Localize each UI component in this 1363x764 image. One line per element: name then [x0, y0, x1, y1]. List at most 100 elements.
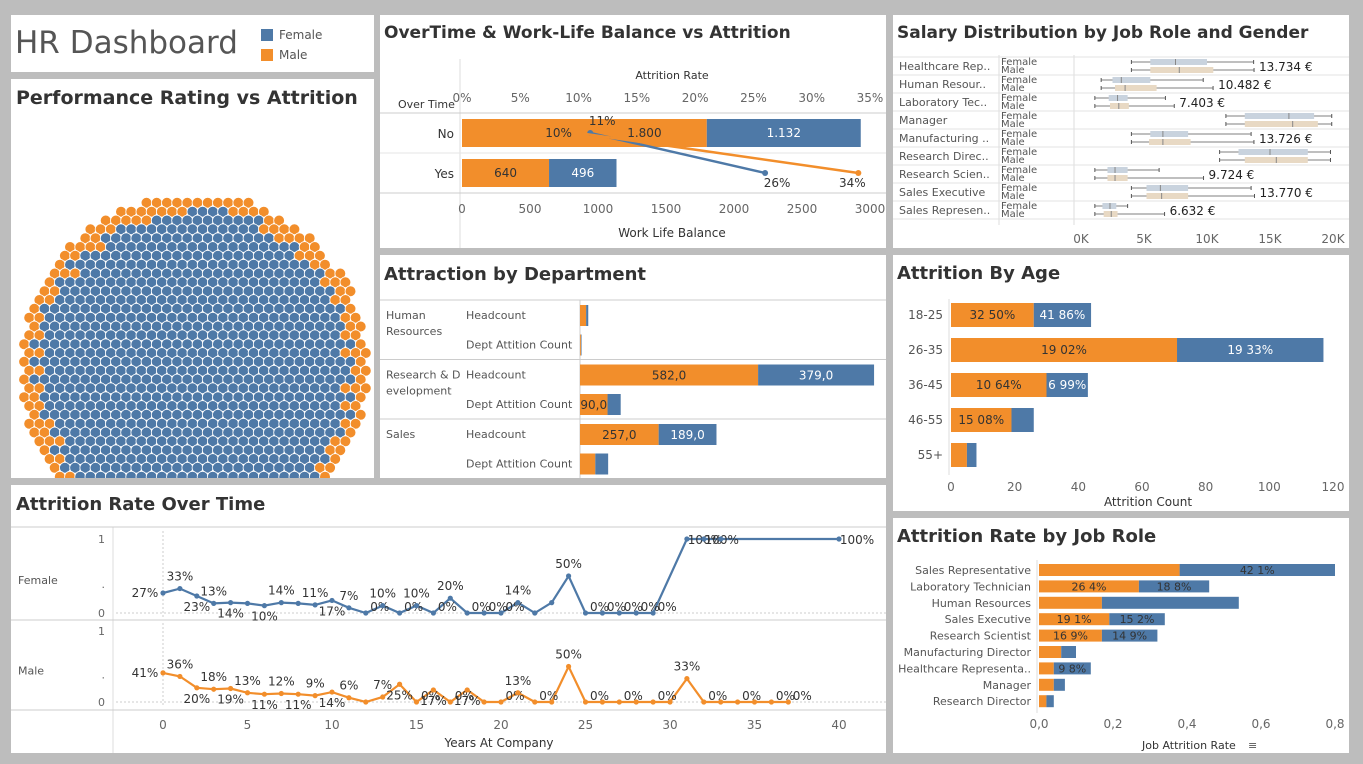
age-chart: 18-25 32 50% 41 86% 26-35 19 02% 19 33% 36-45 1… [908, 299, 1344, 509]
performance-point-female [176, 470, 188, 478]
jobrole-bar-female [1138, 580, 1210, 593]
timeline-line-male [162, 663, 789, 704]
salary-gender-label: Male [1001, 119, 1025, 130]
performance-point-female [125, 470, 137, 478]
timeline-point-label: 0% [624, 689, 643, 703]
salary-max-label: 10.482 € [1218, 78, 1271, 92]
legend-male[interactable]: Male [261, 48, 307, 62]
department-bar-female [658, 424, 717, 445]
overtime-rate-point [855, 170, 862, 176]
timeline-line-female [162, 537, 839, 615]
age-bar-male [951, 338, 1178, 362]
department-bar-male [580, 453, 596, 475]
salary-tick: 15K [1258, 232, 1282, 246]
salary-box [1150, 59, 1207, 65]
overtime-bottom-tick: 3000 [855, 202, 886, 216]
timeline-tick: 30 [662, 718, 677, 732]
salary-title: Salary Distribution by Job Role and Gend… [897, 23, 1309, 43]
age-bar-male-label: 10 64% [976, 378, 1022, 392]
department-measure: Dept Attition Count [466, 398, 573, 411]
timeline-point [718, 536, 724, 542]
timeline-point [684, 675, 690, 682]
salary-role-label: Sales Represen.. [899, 204, 990, 217]
performance-point-male [273, 214, 285, 227]
timeline-point-label: 100% [840, 533, 874, 547]
performance-point-male [303, 232, 316, 245]
legend-female[interactable]: Female [261, 28, 322, 42]
performance-point-male [324, 461, 336, 474]
timeline-point [295, 600, 301, 606]
overtime-bottom-tick: 2500 [787, 202, 818, 216]
overtime-bottom-tick: 500 [519, 202, 542, 216]
timeline-point [599, 699, 606, 705]
performance-point-male [354, 408, 367, 421]
timeline-point [194, 593, 200, 599]
timeline-tick: 35 [747, 718, 762, 732]
timeline-point-label: 14% [319, 696, 346, 710]
timeline-series-name: Female [18, 574, 58, 587]
overtime-bottom-tick: 1000 [583, 202, 614, 216]
overtime-top-tick: 30% [798, 91, 825, 105]
performance-point-female [74, 470, 86, 478]
department-bar-male-label: 90,0 [580, 398, 607, 412]
header-panel: HR Dashboard Female Male [11, 15, 374, 72]
timeline-point [616, 699, 622, 705]
performance-point-female [196, 470, 209, 478]
salary-tick: 5K [1136, 232, 1153, 246]
jobrole-category: Research Director [933, 695, 1032, 708]
jobrole-category: Human Resources [932, 597, 1032, 610]
performance-point-male [354, 355, 367, 368]
timeline-point [430, 687, 436, 693]
timeline-panel: Attrition Rate Over Time Female 1. 0 27% 33%… [11, 485, 886, 753]
age-bar-female [966, 443, 977, 467]
timeline-point [633, 610, 639, 616]
overtime-top-tick: 35% [857, 91, 884, 105]
timeline-point [380, 603, 386, 609]
timeline-tick: 20 [493, 718, 508, 732]
timeline-point-label: 0% [624, 600, 643, 614]
overtime-bar-male-label: 640 [494, 166, 517, 180]
jobrole-bar-male [1039, 596, 1102, 609]
jobrole-bar-female [1053, 662, 1091, 675]
performance-point-male [344, 285, 357, 298]
timeline-point-label: 41% [132, 666, 159, 680]
salary-gender-label: Female [1001, 129, 1037, 140]
age-bar-male-label: 19 02% [1041, 343, 1087, 357]
performance-point-male [359, 382, 372, 395]
age-bar-female-label: 19 33% [1227, 343, 1273, 357]
salary-gender-label: Male [1001, 137, 1025, 148]
salary-gender-label: Male [1001, 155, 1025, 166]
performance-point-male [354, 338, 367, 351]
timeline-point-label: 0% [641, 600, 660, 614]
performance-point-female [156, 470, 168, 478]
dashboard-title: HR Dashboard [15, 25, 238, 61]
department-bar-female [586, 305, 589, 326]
timeline-point [363, 699, 369, 705]
timeline-point [430, 610, 436, 616]
salary-box [1146, 185, 1189, 191]
timeline-point-label: 11% [302, 586, 329, 600]
timeline-point-label: 0% [742, 689, 761, 703]
salary-gender-label: Male [1001, 83, 1025, 94]
salary-max-label: 6.632 € [1170, 204, 1216, 218]
timeline-point [650, 699, 656, 705]
timeline-point-label: 17% [319, 604, 346, 618]
salary-box [1150, 67, 1214, 73]
jobrole-xlabel: Job Attrition Rate [1141, 739, 1236, 752]
timeline-point [177, 673, 183, 680]
salary-role-label: Research Scien.. [899, 168, 990, 181]
timeline-point-label: 0% [658, 600, 677, 614]
timeline-tick: 25 [578, 718, 593, 732]
jobrole-bar-female-label: 15 2% [1120, 613, 1155, 626]
age-bar-female-label: 41 86% [1040, 308, 1086, 322]
performance-point-female [115, 470, 127, 478]
timeline-point [532, 610, 538, 616]
legend-female-label: Female [279, 28, 323, 42]
age-category: 18-25 [908, 308, 943, 322]
salary-box [1109, 103, 1129, 109]
performance-point-male [359, 364, 372, 377]
jobrole-tick: 0,0 [1029, 717, 1048, 731]
timeline-point-label: 0% [793, 689, 812, 703]
overtime-row-header: Over Time [398, 98, 455, 111]
